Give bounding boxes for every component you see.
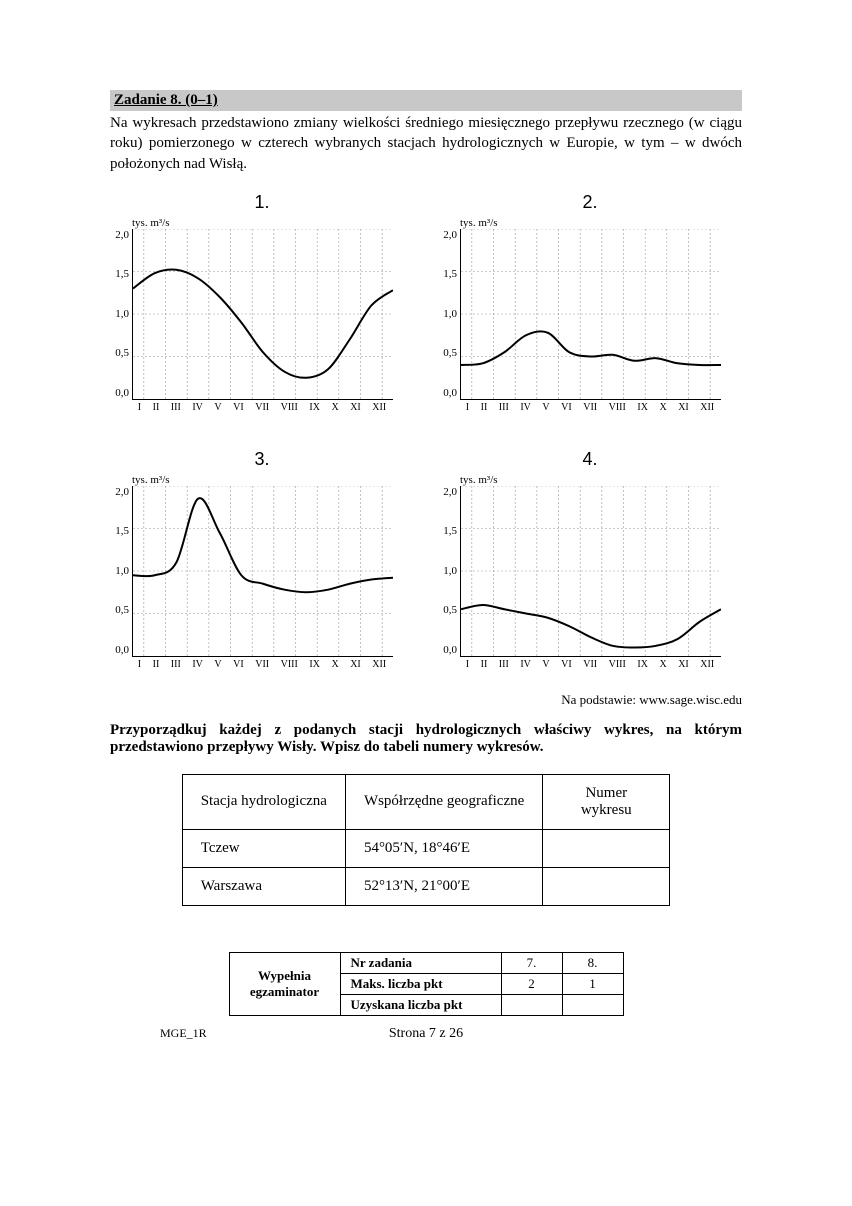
scoring-maks-label: Maks. liczba pkt — [340, 973, 501, 994]
y-axis-label: tys. m³/s — [460, 217, 742, 229]
row1-coords: 54°05′N, 18°46′E — [345, 829, 542, 867]
chart-number: 3. — [110, 449, 414, 470]
y-axis-label: tys. m³/s — [132, 474, 414, 486]
chart-number: 4. — [438, 449, 742, 470]
row1-answer[interactable] — [543, 829, 670, 867]
instruction-text: Przyporządkuj każdej z podanych stacji h… — [110, 722, 742, 756]
task-intro: Na wykresach przedstawiono zmiany wielko… — [110, 113, 742, 174]
doc-code: MGE_1R — [160, 1026, 207, 1041]
y-ticks: 2,01,51,00,50,0 — [110, 229, 132, 399]
y-axis-label: tys. m³/s — [132, 217, 414, 229]
plot-area — [460, 229, 721, 400]
chart-number: 1. — [110, 192, 414, 213]
y-axis-label: tys. m³/s — [460, 474, 742, 486]
y-ticks: 2,01,51,00,50,0 — [438, 486, 460, 656]
col-number: Numer wykresu — [543, 774, 670, 829]
chart-1: 1. tys. m³/s2,01,51,00,50,0IIIIIIIVVVIVII… — [110, 192, 414, 413]
page: Zadanie 8. (0–1) Na wykresach przedstawi… — [0, 0, 852, 1082]
chart-number: 2. — [438, 192, 742, 213]
plot-area — [132, 486, 393, 657]
col-station: Stacja hydrologiczna — [182, 774, 345, 829]
row1-station: Tczew — [182, 829, 345, 867]
y-ticks: 2,01,51,00,50,0 — [438, 229, 460, 399]
scoring-table: Wypełnia egzaminator Nr zadania 7. 8. Ma… — [229, 952, 624, 1016]
x-ticks: IIIIIIIVVVIVIIVIIIIXXXIXII — [132, 400, 392, 413]
x-ticks: IIIIIIIVVVIVIIVIIIIXXXIXII — [460, 657, 720, 670]
chart-3: 3. tys. m³/s2,01,51,00,50,0IIIIIIIVVVIVII… — [110, 449, 414, 670]
y-ticks: 2,01,51,00,50,0 — [110, 486, 132, 656]
source-text: Na podstawie: www.sage.wisc.edu — [110, 692, 742, 708]
x-ticks: IIIIIIIVVVIVIIVIIIIXXXIXII — [460, 400, 720, 413]
plot-area — [460, 486, 721, 657]
row2-answer[interactable] — [543, 867, 670, 905]
scoring-uzysk-8[interactable] — [562, 994, 623, 1015]
x-ticks: IIIIIIIVVVIVIIVIIIIXXXIXII — [132, 657, 392, 670]
scoring-label: Wypełnia egzaminator — [229, 952, 340, 1015]
row2-station: Warszawa — [182, 867, 345, 905]
scoring-maks-7: 2 — [501, 973, 562, 994]
scoring-maks-8: 1 — [562, 973, 623, 994]
plot-area — [132, 229, 393, 400]
scoring-uzysk-7[interactable] — [501, 994, 562, 1015]
scoring-col-8: 8. — [562, 952, 623, 973]
charts-grid: 1.tys. m³/s2,01,51,00,50,0IIIIIIIVVVIVII… — [110, 192, 742, 670]
scoring-uzysk-label: Uzyskana liczba pkt — [340, 994, 501, 1015]
chart-2: 2. tys. m³/s2,01,51,00,50,0IIIIIIIVVVIVII… — [438, 192, 742, 413]
task-header: Zadanie 8. (0–1) — [110, 90, 742, 111]
chart-4: 4. tys. m³/s2,01,51,00,50,0IIIIIIIVVVIVII… — [438, 449, 742, 670]
answers-table: Stacja hydrologiczna Współrzędne geograf… — [182, 774, 671, 906]
col-coords: Współrzędne geograficzne — [345, 774, 542, 829]
row2-coords: 52°13′N, 21°00′E — [345, 867, 542, 905]
scoring-nr-label: Nr zadania — [340, 952, 501, 973]
scoring-col-7: 7. — [501, 952, 562, 973]
